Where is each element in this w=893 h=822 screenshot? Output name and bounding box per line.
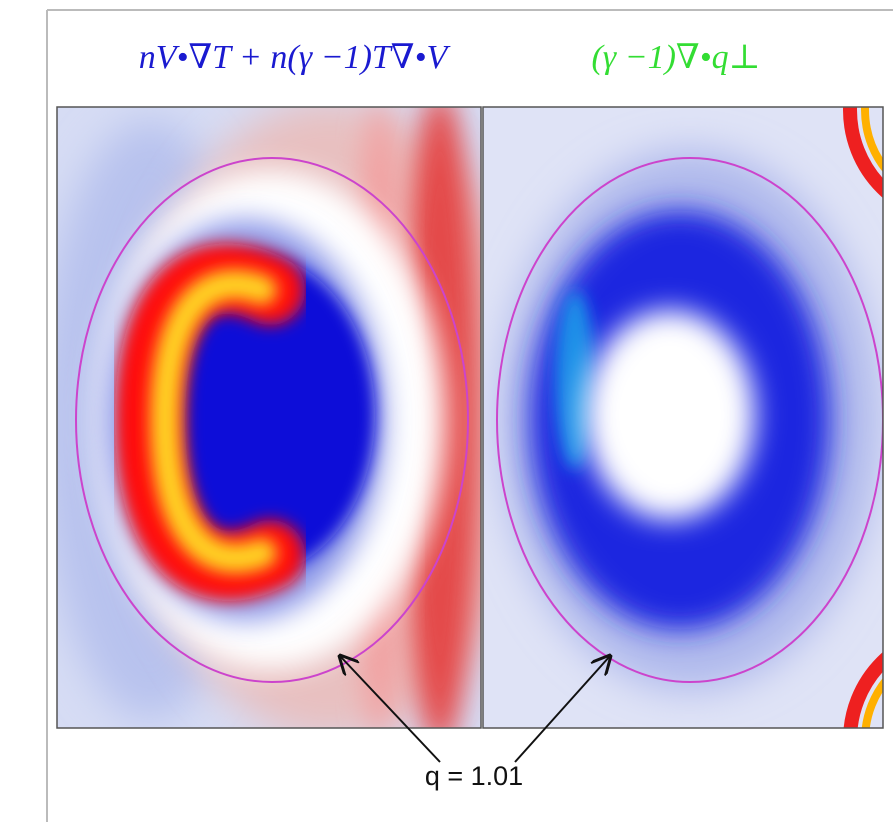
left-title: nV•∇T + n(γ −1)T∇•V [139, 39, 452, 76]
arrow [514, 656, 610, 763]
right-panel-border [482, 106, 884, 729]
arrow [340, 656, 441, 763]
right-heatmap [483, 107, 883, 728]
left-panel-border [56, 106, 482, 729]
left-heatmap [57, 107, 481, 728]
right-title: (γ −1)∇•q⊥ [591, 39, 760, 76]
annotation: q = 1.01 [425, 761, 523, 791]
